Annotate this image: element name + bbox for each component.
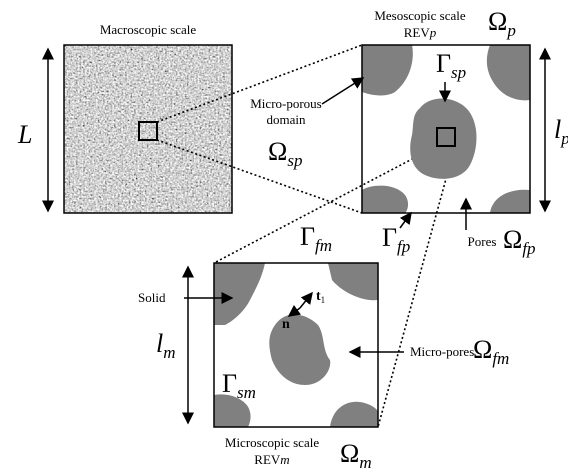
gamma-sm: Γsm	[222, 369, 256, 402]
diagram: Macroscopic scale L Mesoscopic scale REV…	[0, 0, 568, 472]
micro-blobs	[214, 263, 378, 427]
micro-porous-label: domain	[267, 112, 306, 127]
meso-size: lp	[554, 115, 568, 148]
meso-domain: Ωp	[488, 7, 516, 40]
solid-label: Solid	[138, 290, 166, 305]
macro-title: Macroscopic scale	[100, 22, 197, 37]
omega-fp: Ωfp	[503, 225, 536, 258]
omega-fm: Ωfm	[473, 335, 509, 368]
tangent: t1	[316, 289, 325, 305]
omega-sp: Ωsp	[268, 137, 302, 170]
gamma-fm: Γfm	[300, 222, 332, 255]
meso-rev: REVp	[404, 25, 437, 40]
micro-pores-label: Micro-pores	[410, 344, 474, 359]
gamma-sp: Γsp	[436, 49, 466, 82]
gamma-fp: Γfp	[382, 223, 410, 256]
micro-rev: REVm	[254, 452, 289, 467]
micro-title: Microscopic scale	[225, 435, 319, 450]
micro-size: lm	[156, 329, 176, 362]
macro-texture	[64, 45, 232, 213]
pores-label: Pores	[468, 234, 497, 249]
arrow	[322, 78, 363, 104]
normal: n	[282, 317, 290, 332]
meso-title: Mesoscopic scale	[374, 8, 466, 23]
arrow	[400, 213, 411, 228]
arrow	[300, 293, 312, 308]
micro-porous-label: Micro-porous	[250, 96, 322, 111]
micro-domain: Ωm	[340, 439, 372, 472]
macro-size: L	[17, 120, 32, 149]
